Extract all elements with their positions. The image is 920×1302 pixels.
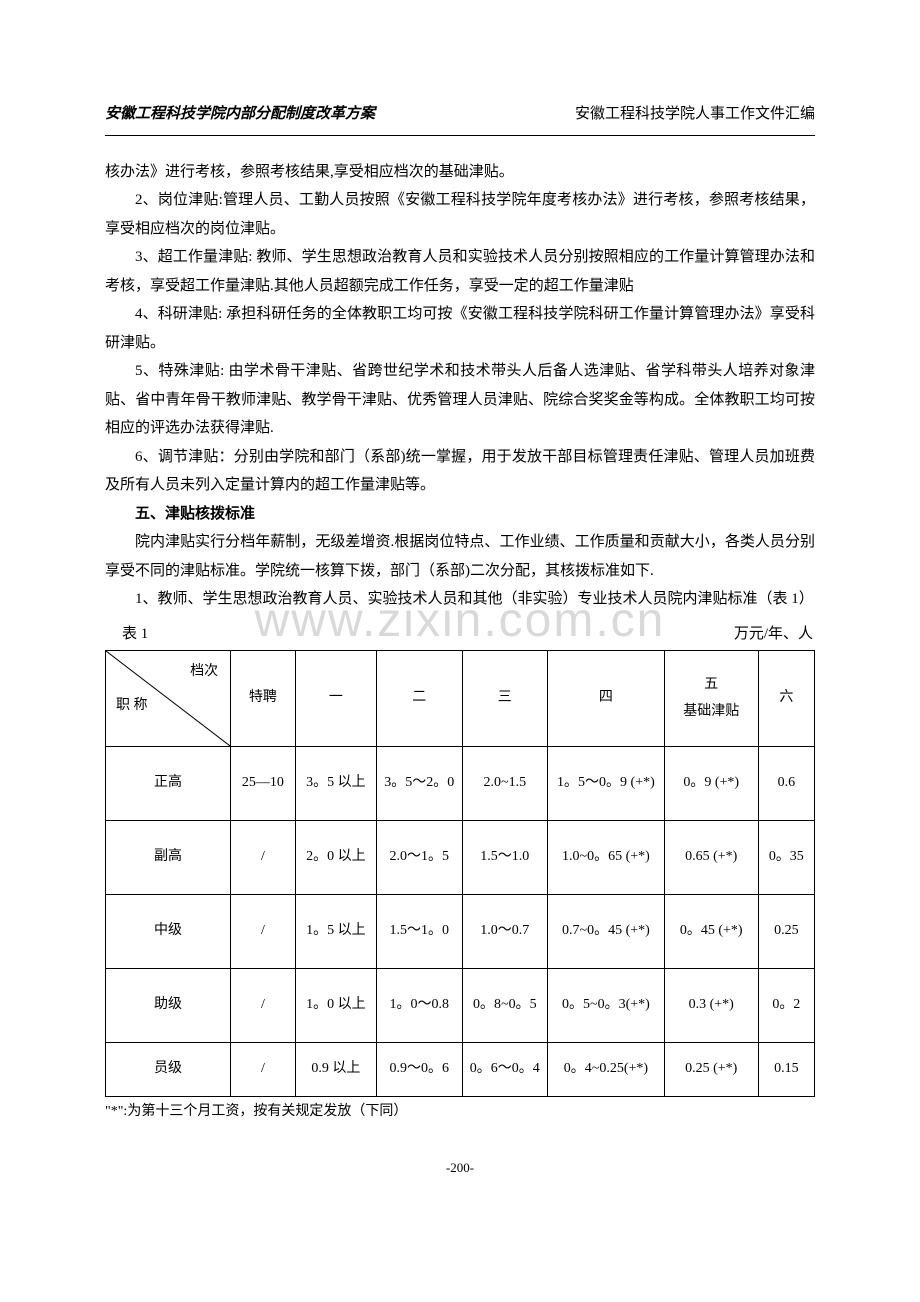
table-cell: 0。35 [758,821,814,895]
page-number: -200- [105,1156,815,1181]
table-cell: 0。45 (+*) [664,895,758,969]
row-title: 正高 [106,747,231,821]
table-cell: 1。0～0.8 [377,969,462,1043]
table-col-header: 五基础津贴 [664,651,758,747]
body-paragraph-8: 1、教师、学生思想政治教育人员、实验技术人员和其他（非实验）专业技术人员院内津贴… [105,585,815,614]
table-cell: / [231,1043,296,1097]
table-cell: 0.3 (+*) [664,969,758,1043]
table-cell: 1.5～1。0 [377,895,462,969]
table-cell: 3。5～2。0 [377,747,462,821]
table-row: 员级 / 0.9 以上 0.9～0。6 0。6～0。4 0。4~0.25(+*)… [106,1043,815,1097]
row-title: 中级 [106,895,231,969]
table-cell: / [231,969,296,1043]
header-left-title: 安徽工程科技学院内部分配制度改革方案 [105,100,375,129]
table-cell: 0。8~0。5 [462,969,547,1043]
table-cell: 0.25 [758,895,814,969]
table-cell: 0.9 以上 [295,1043,376,1097]
table-row: 正高 25—10 3。5 以上 3。5～2。0 2.0~1.5 1。5～0。9 … [106,747,815,821]
table-col-header: 四 [548,651,665,747]
table-row: 助级 / 1。0 以上 1。0～0.8 0。8~0。5 0。5~0。3(+*) … [106,969,815,1043]
row-title: 员级 [106,1043,231,1097]
table-cell: / [231,821,296,895]
table-label-right: 万元/年、人 [734,620,813,649]
table-col-header: 六 [758,651,814,747]
table-cell: 1.0～0.7 [462,895,547,969]
table-cell: 0.65 (+*) [664,821,758,895]
table-cell: 0.9～0。6 [377,1043,462,1097]
table-col-header: 一 [295,651,376,747]
table-cell: 0。5~0。3(+*) [548,969,665,1043]
diagonal-top-label: 档次 [190,659,218,686]
body-paragraph-2: 2、岗位津贴:管理人员、工勤人员按照《安徽工程科技学院年度考核办法》进行考核，参… [105,186,815,243]
table-cell: 0。2 [758,969,814,1043]
row-title: 助级 [106,969,231,1043]
header-right-title: 安徽工程科技学院人事工作文件汇编 [575,100,815,129]
table-col-header: 二 [377,651,462,747]
table-row: 中级 / 1。5 以上 1.5～1。0 1.0～0.7 0.7~0。45 (+*… [106,895,815,969]
header-divider [105,135,815,136]
table-row: 副高 / 2。0 以上 2.0～1。5 1.5～1.0 1.0~0。65 (+*… [106,821,815,895]
body-paragraph-6: 6、调节津贴：分别由学院和部门（系部)统一掌握，用于发放干部目标管理责任津贴、管… [105,443,815,500]
table-cell: 0.6 [758,747,814,821]
row-title: 副高 [106,821,231,895]
body-paragraph-continuation: 核办法》进行考核，参照考核结果,享受相应档次的基础津贴。 [105,158,815,187]
table-cell: 0.7~0。45 (+*) [548,895,665,969]
table-cell: 0.15 [758,1043,814,1097]
body-paragraph-5: 5、特殊津贴: 由学术骨干津贴、省跨世纪学术和技术带头人后备人选津贴、省学科带头… [105,357,815,443]
table-col-header: 特聘 [231,651,296,747]
body-paragraph-3: 3、超工作量津贴: 教师、学生思想政治教育人员和实验技术人员分别按照相应的工作量… [105,243,815,300]
body-paragraph-7: 院内津贴实行分档年薪制，无级差增资.根据岗位特点、工作业绩、工作质量和贡献大小，… [105,528,815,585]
table-cell: / [231,895,296,969]
table-label-left: 表 1 [107,620,148,649]
table-cell: 2。0 以上 [295,821,376,895]
table-cell: 0。9 (+*) [664,747,758,821]
table-cell: 1.5～1.0 [462,821,547,895]
section-heading-5: 五、津贴核拨标准 [105,500,815,529]
table-header-row: 档次 职 称 特聘 一 二 三 四 五基础津贴 六 [106,651,815,747]
table-cell: 25—10 [231,747,296,821]
page-header: 安徽工程科技学院内部分配制度改革方案 安徽工程科技学院人事工作文件汇编 [105,100,815,129]
allowance-table: 档次 职 称 特聘 一 二 三 四 五基础津贴 六 正高 25—10 3。5 以… [105,650,815,1097]
table-cell: 1。0 以上 [295,969,376,1043]
table-cell: 3。5 以上 [295,747,376,821]
table-cell: 0。4~0.25(+*) [548,1043,665,1097]
table-cell: 1。5 以上 [295,895,376,969]
table-cell: 2.0～1。5 [377,821,462,895]
table-caption-row: 表 1 万元/年、人 [105,620,815,649]
table-cell: 1。5～0。9 (+*) [548,747,665,821]
table-cell: 0.25 (+*) [664,1043,758,1097]
table-cell: 1.0~0。65 (+*) [548,821,665,895]
table-diagonal-header: 档次 职 称 [106,651,231,747]
table-footnote: "*":为第十三个月工资，按有关规定发放（下同） [105,1099,815,1126]
table-cell: 0。6～0。4 [462,1043,547,1097]
table-col-header: 三 [462,651,547,747]
table-cell: 2.0~1.5 [462,747,547,821]
body-paragraph-4: 4、科研津贴: 承担科研任务的全体教职工均可按《安徽工程科技学院科研工作量计算管… [105,300,815,357]
diagonal-bottom-label: 职 称 [116,693,148,720]
